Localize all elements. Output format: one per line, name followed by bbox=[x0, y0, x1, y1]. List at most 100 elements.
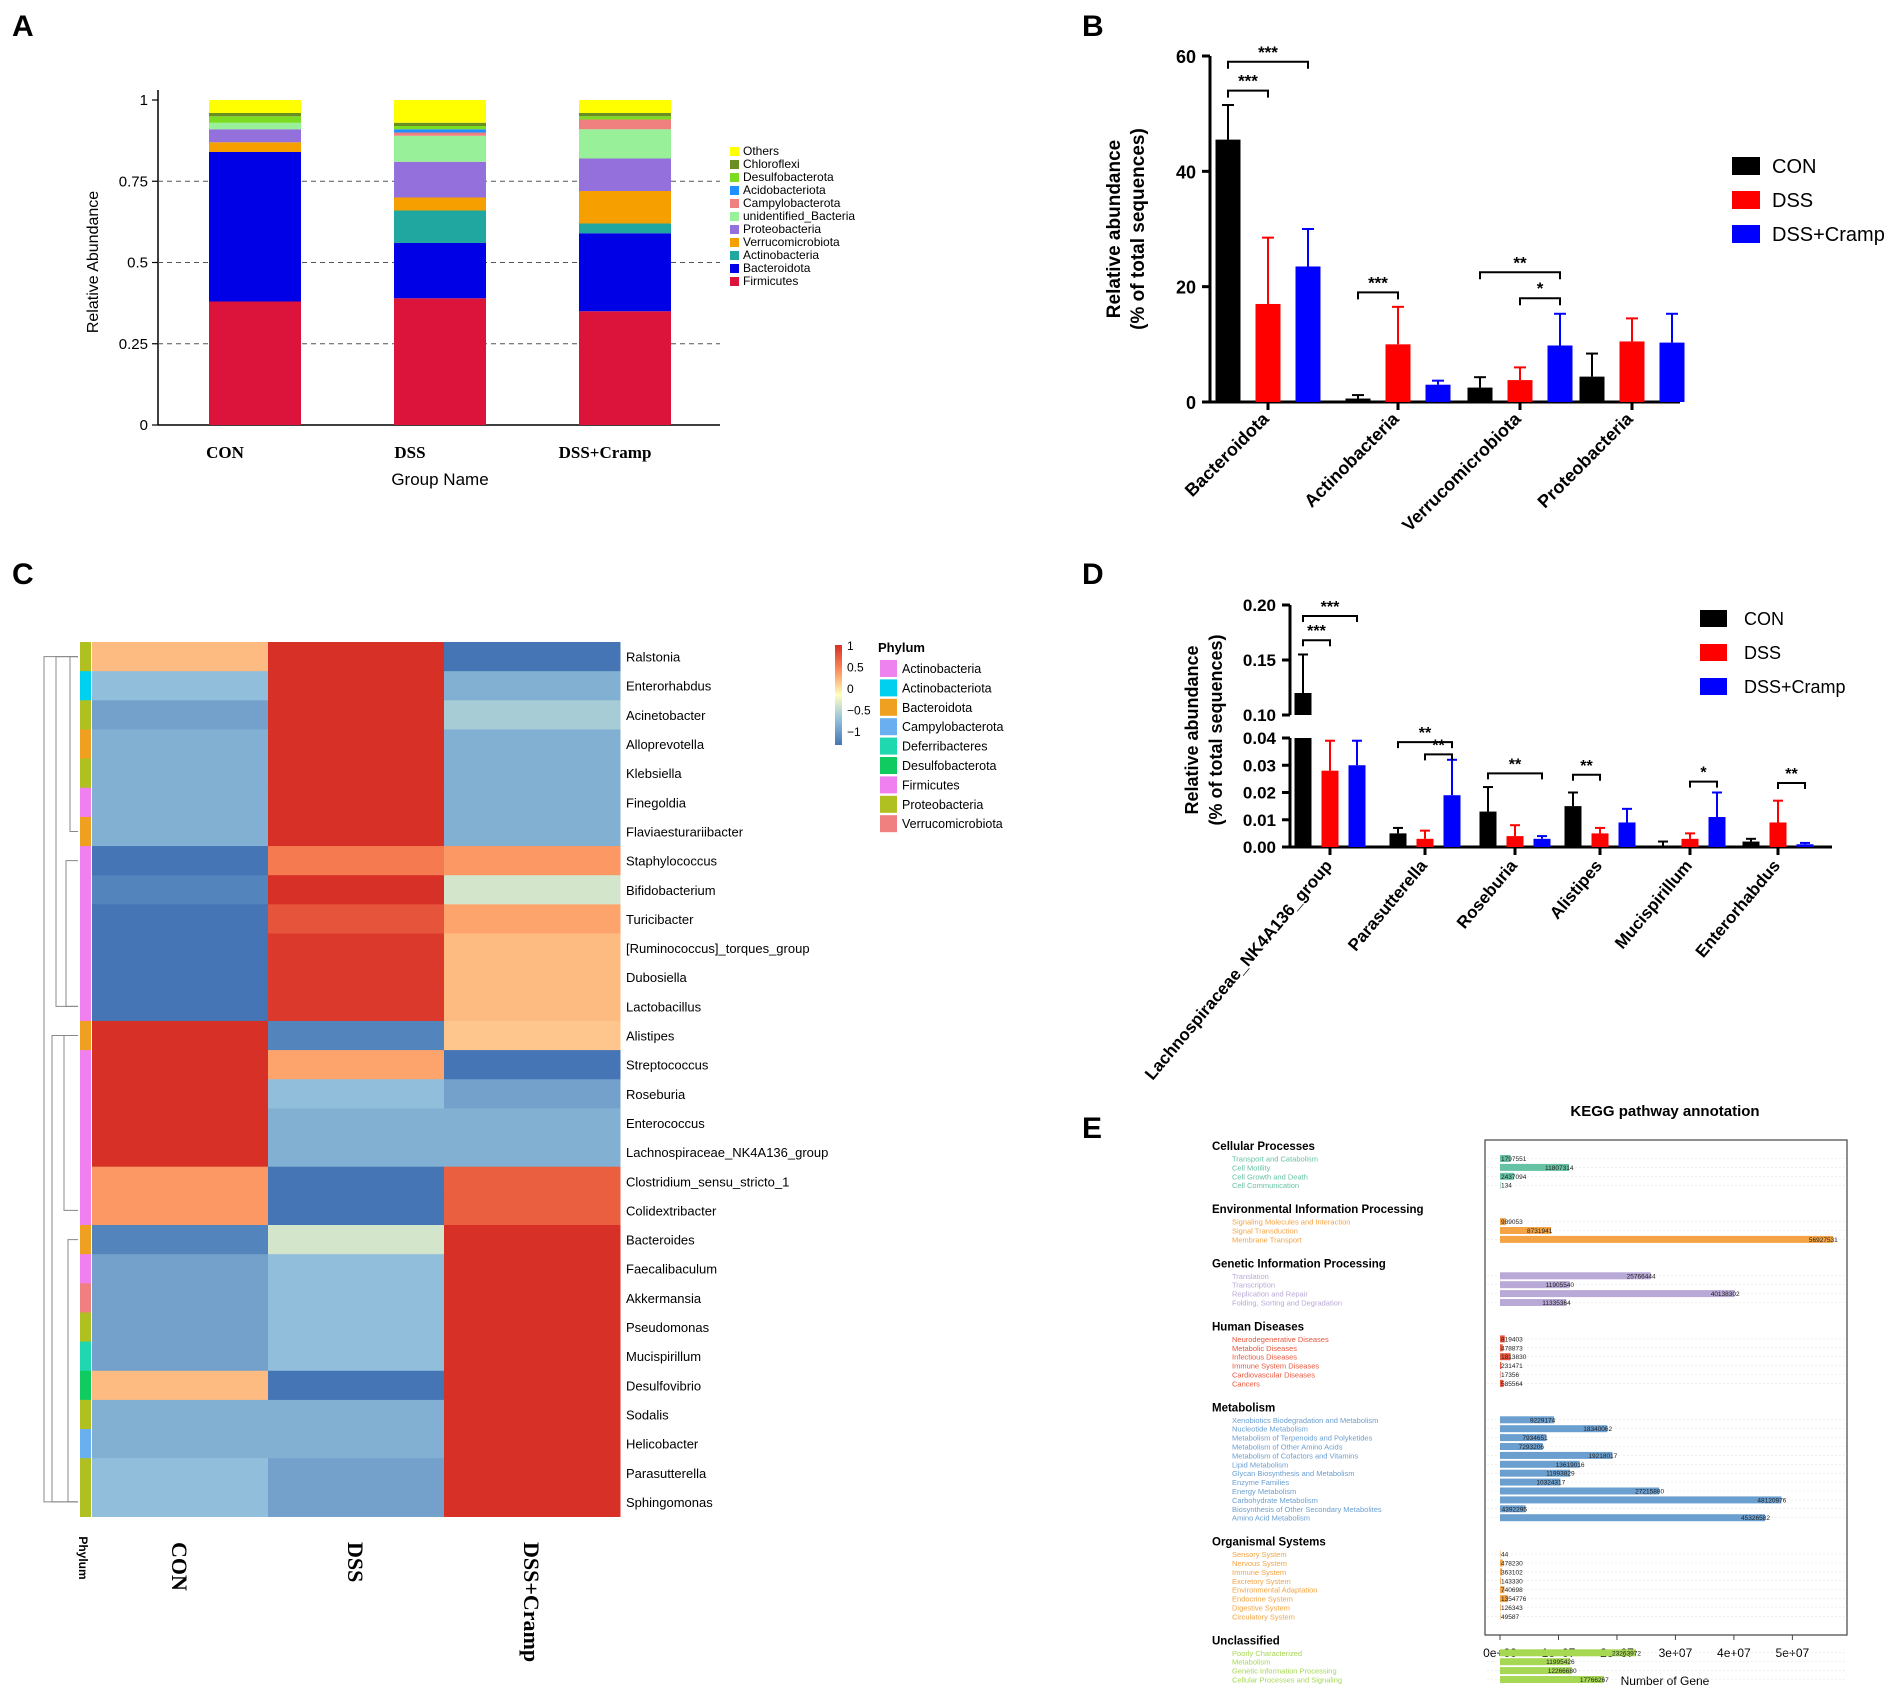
c-phylum-annotation-cell bbox=[80, 1137, 91, 1168]
c-heatmap-cell bbox=[92, 1137, 269, 1168]
e-bar bbox=[1500, 1172, 1515, 1180]
c-heatmap-cell bbox=[444, 1399, 621, 1430]
e-bar bbox=[1500, 1344, 1503, 1352]
e-pathway-label: Cardiovascular Diseases bbox=[1232, 1371, 1315, 1380]
c-heatmap-cell bbox=[92, 962, 269, 993]
d-y-tick-label: 0.20 bbox=[1243, 596, 1276, 615]
c-heatmap-cell bbox=[92, 671, 269, 701]
c-dendrogram-branch bbox=[63, 1035, 78, 1211]
a-bar-segment-firmicutes bbox=[579, 311, 671, 425]
c-heatmap-cell bbox=[268, 933, 445, 964]
c-column-label: CON bbox=[167, 1542, 192, 1591]
c-heatmap-cell bbox=[444, 1020, 621, 1051]
e-group-header-genetic-information-processing: Genetic Information Processing bbox=[1212, 1258, 1386, 1270]
b-y-axis-title-line1: Relative abundance bbox=[1104, 140, 1125, 318]
b-x-tick-label: Proteobacteria bbox=[1534, 408, 1638, 512]
e-bar bbox=[1500, 1362, 1502, 1370]
panel-letter-b: B bbox=[1082, 10, 1104, 43]
c-heatmap-cell bbox=[92, 1254, 269, 1284]
e-bar-value-label: 363102 bbox=[1501, 1569, 1523, 1576]
e-bar-value-label: 585564 bbox=[1501, 1381, 1523, 1388]
c-heatmap-cell bbox=[444, 904, 621, 934]
d-significance-bracket bbox=[1302, 615, 1358, 622]
c-heatmap-cell bbox=[444, 787, 621, 818]
b-y-axis-title-line2: (% of total sequences) bbox=[1128, 128, 1149, 330]
c-heatmap-cell bbox=[268, 991, 445, 1022]
c-phylum-annotation-cell bbox=[80, 962, 91, 993]
e-pathway-label: Metabolism of Other Amino Acids bbox=[1232, 1443, 1343, 1452]
e-bar-value-label: 9229174 bbox=[1530, 1417, 1556, 1424]
b-significance-label: *** bbox=[1238, 72, 1258, 91]
c-phylum-annotation-cell bbox=[80, 1370, 91, 1401]
b-bar-dss-cramp bbox=[1547, 345, 1573, 402]
e-bar bbox=[1500, 1568, 1503, 1576]
d-bar-con bbox=[1564, 806, 1582, 847]
c-heatmap-cell bbox=[268, 1399, 445, 1430]
d-legend-label-dss-cramp: DSS+Cramp bbox=[1744, 677, 1846, 697]
c-heatmap-cell bbox=[92, 1050, 269, 1080]
d-legend-label-dss: DSS bbox=[1744, 643, 1781, 663]
b-bar-con bbox=[1579, 376, 1605, 402]
e-bar-value-label: 19218017 bbox=[1588, 1453, 1617, 1460]
c-phylum-legend-swatch-actinobacteriota bbox=[880, 679, 897, 697]
a-bar-segment-verrucomicrobiota bbox=[394, 197, 486, 211]
c-heatmap-cell bbox=[92, 700, 269, 730]
c-phylum-legend-label-verrucomicrobiota: Verrucomicrobiota bbox=[902, 817, 1003, 831]
b-bar-con bbox=[1467, 387, 1493, 402]
c-heatmap-cell bbox=[268, 816, 445, 847]
c-row-label-ralstonia: Ralstonia bbox=[626, 650, 681, 665]
c-heatmap-cell bbox=[92, 933, 269, 964]
a-bar-segment-chloroflexi bbox=[209, 113, 301, 117]
e-pathway-label: Folding, Sorting and Degradation bbox=[1232, 1299, 1342, 1308]
c-heatmap-cell bbox=[92, 1283, 269, 1313]
c-heatmap-cell bbox=[444, 933, 621, 964]
b-significance-bracket bbox=[1227, 60, 1309, 69]
a-bar-segment-campylobacterota bbox=[579, 119, 671, 130]
e-pathway-label: Metabolism of Cofactors and Vitamins bbox=[1232, 1451, 1358, 1460]
c-heatmap-cell bbox=[268, 729, 445, 760]
e-bar-value-label: 989053 bbox=[1501, 1219, 1523, 1226]
c-heatmap-cell bbox=[92, 787, 269, 818]
d-significance-bracket bbox=[1689, 780, 1718, 788]
c-row-label-finegoldia: Finegoldia bbox=[626, 795, 687, 810]
b-legend-swatch-con bbox=[1732, 157, 1760, 175]
c-row-label-helicobacter: Helicobacter bbox=[626, 1437, 699, 1452]
c-colorbar-tick-label: −1 bbox=[847, 725, 861, 739]
d-significance-bracket bbox=[1777, 781, 1806, 789]
a-legend-swatch-desulfobacterota bbox=[730, 173, 739, 182]
c-heatmap-cell bbox=[444, 1225, 621, 1255]
c-phylum-annotation-cell bbox=[80, 991, 91, 1022]
a-bar-segment-unidentified-bacteria bbox=[209, 122, 301, 130]
d-bar-dss bbox=[1416, 838, 1434, 847]
d-significance-label: ** bbox=[1432, 737, 1445, 754]
b-significance-label: * bbox=[1537, 279, 1544, 298]
a-legend-swatch-firmicutes bbox=[730, 277, 739, 286]
c-heatmap-cell bbox=[92, 758, 269, 789]
a-bar-segment-desulfobacterota bbox=[579, 116, 671, 120]
e-bar bbox=[1500, 1353, 1511, 1361]
c-heatmap-cell bbox=[444, 1108, 621, 1139]
e-bar-value-label: 819403 bbox=[1501, 1336, 1523, 1343]
a-legend-label-acidobacteriota: Acidobacteriota bbox=[743, 183, 826, 197]
e-bar bbox=[1500, 1272, 1651, 1280]
c-heatmap-cell bbox=[268, 1020, 445, 1051]
b-legend-label-con: CON bbox=[1772, 156, 1816, 178]
c-heatmap-cell bbox=[92, 904, 269, 934]
e-bar-value-label: 231471 bbox=[1501, 1363, 1523, 1370]
a-y-tick-label: 0.75 bbox=[119, 173, 148, 190]
c-row-label-enterococcus: Enterococcus bbox=[626, 1116, 705, 1131]
a-y-tick-label: 0 bbox=[140, 417, 148, 434]
panel-a-stacked-bar-chart: 0 0.25 0.5 0.75 1 CON DSS DSS+Cramp Group Name Re… bbox=[85, 90, 855, 489]
c-phylum-annotation-cell bbox=[80, 1399, 91, 1430]
c-heatmap-cell bbox=[444, 1254, 621, 1284]
e-bar bbox=[1500, 1235, 1833, 1243]
a-bar-segment-verrucomicrobiota bbox=[209, 142, 301, 152]
a-bar-segment-actinobacteria bbox=[579, 223, 671, 234]
c-phylum-legend-swatch-proteobacteria bbox=[880, 795, 897, 813]
e-bar bbox=[1500, 1496, 1782, 1504]
d-x-tick-label: Mucispirillum bbox=[1611, 856, 1696, 952]
panel-b-phylum-bar-chart: 0 20 40 60 Bacteroidota ActinobacteriaVerruco… bbox=[1104, 43, 1885, 536]
c-heatmap-cell bbox=[268, 1341, 445, 1372]
a-bar-segment-acidobacteriota bbox=[394, 129, 486, 133]
